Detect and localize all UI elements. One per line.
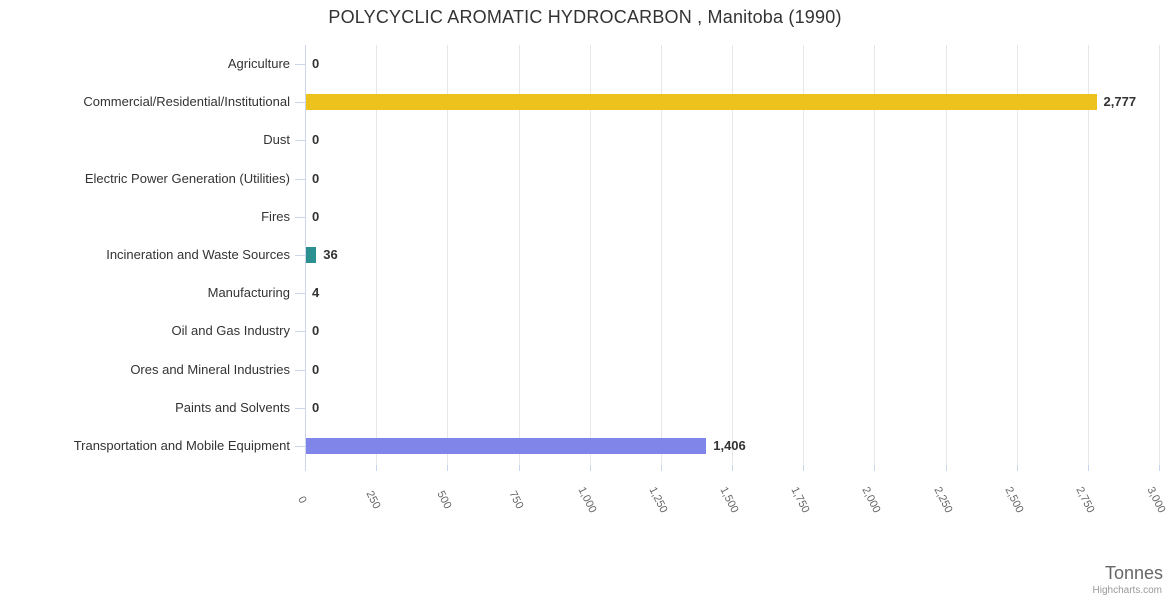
gridline — [803, 45, 805, 465]
x-axis-tick — [447, 465, 449, 471]
x-axis-tick — [1087, 465, 1089, 471]
x-axis-tick-label: 0 — [295, 494, 309, 506]
bar-value-label: 2,777 — [1103, 94, 1137, 110]
gridline — [945, 45, 947, 465]
bar-value-label: 0 — [312, 132, 320, 148]
x-axis-tick-label: 1,500 — [717, 485, 741, 515]
x-axis-tick-label: 2,500 — [1002, 485, 1026, 515]
category-label: Paints and Solvents — [175, 399, 290, 415]
category-label: Oil and Gas Industry — [171, 323, 291, 339]
x-axis-tick — [518, 465, 520, 471]
x-axis-tick — [305, 465, 306, 471]
category-label: Agriculture — [227, 56, 290, 72]
category-tick — [295, 216, 305, 218]
gridline — [660, 45, 662, 465]
category-label: Electric Power Generation (Utilities) — [84, 170, 290, 186]
x-axis-tick — [945, 465, 947, 471]
category-label: Commercial/Residential/Institutional — [83, 94, 290, 110]
bar[interactable] — [306, 247, 317, 263]
category-tick — [295, 369, 305, 371]
highcharts-credit-link[interactable]: Highcharts.com — [1092, 585, 1162, 596]
x-axis-tick — [660, 465, 662, 471]
bar-value-label: 4 — [312, 285, 320, 301]
x-axis-tick — [732, 465, 733, 471]
bar[interactable] — [306, 437, 707, 454]
x-axis-tick — [874, 465, 876, 471]
x-axis-tick — [376, 465, 378, 471]
category-tick — [295, 140, 305, 142]
x-axis-tick — [803, 465, 805, 471]
x-axis-tick-label: 1,750 — [788, 485, 812, 515]
category-tick — [295, 255, 305, 256]
gridline — [1159, 45, 1160, 465]
bar-value-label: 0 — [312, 323, 320, 339]
bar-value-label: 0 — [312, 361, 320, 377]
category-tick — [295, 64, 305, 66]
bar[interactable] — [306, 94, 1097, 111]
gridline — [376, 45, 378, 465]
x-axis-tick-label: 2,000 — [859, 485, 883, 515]
x-axis-tick-label: 1,000 — [575, 485, 599, 515]
x-axis-tick-label: 2,750 — [1073, 485, 1097, 515]
bar-value-label: 36 — [323, 247, 338, 262]
y-axis-line — [305, 45, 306, 465]
gridline — [518, 45, 520, 465]
x-axis-tick — [1016, 465, 1018, 471]
category-tick — [295, 102, 305, 104]
gridline — [589, 45, 591, 465]
category-label: Ores and Mineral Industries — [130, 361, 290, 377]
gridline — [874, 45, 876, 465]
category-tick — [295, 178, 305, 180]
category-tick — [295, 331, 305, 333]
bar-value-label: 0 — [312, 170, 320, 186]
bar-value-label: 0 — [312, 399, 320, 415]
category-tick — [295, 407, 305, 409]
category-label: Fires — [261, 208, 290, 224]
x-axis-tick — [589, 465, 591, 471]
bar-value-label: 0 — [312, 56, 320, 72]
x-axis-tick-label: 1,250 — [646, 485, 670, 515]
gridline — [1016, 45, 1018, 465]
category-label: Manufacturing — [207, 285, 290, 301]
chart-title: POLYCYCLIC AROMATIC HYDROCARBON , Manito… — [328, 7, 842, 27]
gridline — [1087, 45, 1089, 465]
x-axis-tick-label: 750 — [505, 489, 526, 511]
x-axis-tick — [1159, 465, 1160, 471]
gridline — [447, 45, 449, 465]
category-label: Incineration and Waste Sources — [106, 247, 290, 262]
x-axis-tick-label: 3,000 — [1144, 485, 1168, 515]
category-tick — [295, 445, 305, 447]
x-axis-tick-label: 2,250 — [930, 485, 955, 515]
category-tick — [295, 293, 305, 295]
bar-value-label: 1,406 — [713, 437, 746, 453]
category-label: Dust — [263, 132, 290, 148]
x-axis-tick-label: 250 — [363, 489, 383, 511]
x-axis-tick-label: 500 — [434, 489, 454, 511]
category-label: Transportation and Mobile Equipment — [73, 437, 290, 453]
gridline — [732, 45, 733, 465]
bar-value-label: 0 — [312, 208, 320, 224]
x-axis-title: Tonnes — [1104, 563, 1163, 583]
